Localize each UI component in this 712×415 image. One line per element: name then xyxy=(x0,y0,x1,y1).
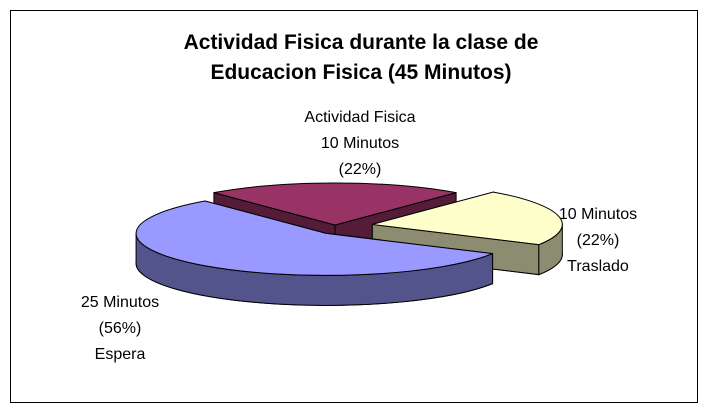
pie-slice xyxy=(213,182,457,226)
category-label: Actividad Fisica xyxy=(304,109,415,126)
chart-frame xyxy=(10,10,698,403)
minute-label: 10 Minutos xyxy=(321,135,399,152)
data-label: (22%) xyxy=(577,232,620,249)
pie-slice xyxy=(135,200,493,276)
minute-label: 10 Minutos xyxy=(559,206,637,223)
minute-label: 25 Minutos xyxy=(81,294,159,311)
category-label: Traslado xyxy=(567,258,629,275)
chart-title: Actividad Fisica durante la clase de Edu… xyxy=(183,31,539,84)
pie-slice xyxy=(372,191,563,246)
data-label: (56%) xyxy=(99,320,142,337)
data-label: (22%) xyxy=(339,161,382,178)
category-label: Espera xyxy=(95,346,146,363)
